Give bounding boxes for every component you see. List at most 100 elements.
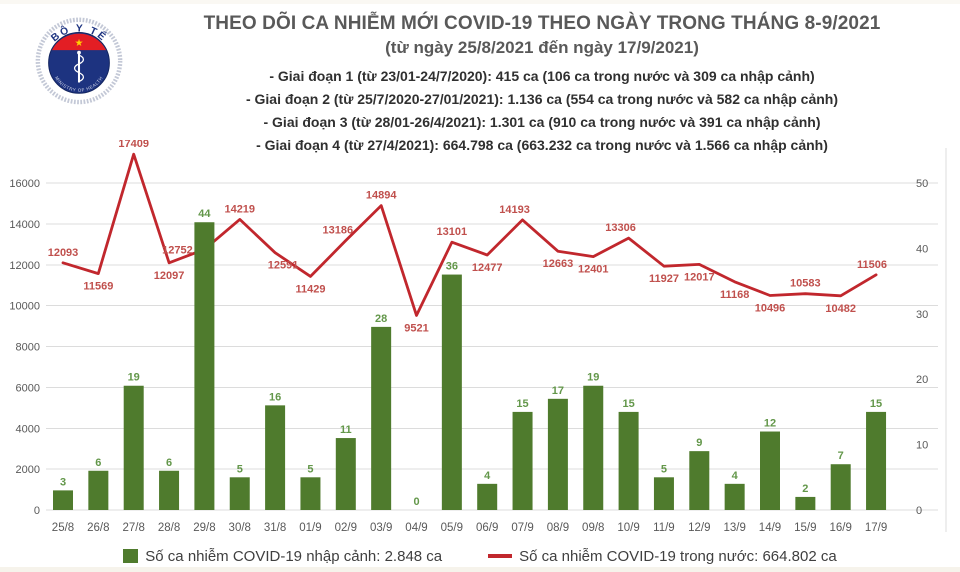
bar-label: 15: [870, 398, 882, 410]
bottom-edge-strip: [0, 567, 960, 572]
bar-label: 5: [307, 463, 313, 475]
x-tick-label: 02/9: [335, 522, 357, 534]
bar: [53, 490, 73, 510]
line-point-label: 10583: [790, 278, 821, 290]
bar: [583, 385, 604, 510]
line-point-label: 11506: [857, 259, 887, 271]
line-point-label: 12093: [48, 247, 79, 259]
line-point-label: 14894: [366, 190, 397, 202]
phase-2-summary: - Giai đoạn 2 (từ 25/7/2020-27/01/2021):…: [245, 91, 839, 107]
line-point-label: 14219: [224, 203, 255, 215]
line-point-label: 13186: [323, 225, 354, 237]
x-tick-label: 13/9: [723, 522, 745, 534]
bar: [265, 405, 286, 510]
line-point-label: 13101: [437, 226, 468, 238]
bar: [123, 385, 144, 510]
bar: [194, 222, 215, 510]
y-right-tick-label: 40: [916, 243, 928, 255]
line-point-label: 12017: [684, 271, 715, 283]
line-point-label: 10496: [755, 302, 786, 314]
y-right-tick-label: 30: [916, 309, 928, 321]
logo-star-icon: ★: [75, 38, 84, 49]
legend-item-imported: Số ca nhiễm COVID-19 nhập cảnh: 2.848 ca: [123, 548, 442, 565]
page-title: THEO DÕI CA NHIỄM MỚI COVID-19 THEO NGÀY…: [203, 13, 881, 34]
x-tick-label: 30/8: [229, 522, 251, 534]
bar: [88, 470, 109, 510]
header: THEO DÕI CA NHIỄM MỚI COVID-19 THEO NGÀY…: [132, 13, 952, 157]
bar-label: 12: [764, 418, 776, 430]
y-left-tick-label: 2000: [16, 464, 40, 476]
bar: [547, 398, 568, 510]
line-series-swatch: [488, 554, 513, 558]
bar-series-swatch: [123, 549, 139, 563]
x-tick-label: 11/9: [653, 522, 675, 534]
x-tick-label: 01/9: [299, 522, 321, 534]
y-right-tick-label: 20: [916, 374, 928, 386]
ministry-of-health-logo: BỘ Y TẾ ★ MINISTRY OF HEALTH: [35, 17, 123, 105]
bar: [159, 470, 180, 510]
logo-asclepius-icon: [73, 50, 85, 83]
bar-label: 16: [269, 391, 281, 403]
line-point-label: 12752: [162, 244, 193, 256]
line-point-label: 12097: [154, 270, 185, 282]
phase-1-summary: - Giai đoạn 1 (từ 23/01-24/7/2020): 415 …: [269, 68, 815, 84]
bar: [371, 326, 392, 510]
chart-legend: Số ca nhiễm COVID-19 nhập cảnh: 2.848 ca…: [0, 544, 960, 568]
bar-label: 7: [838, 450, 844, 462]
line-point-label: 11168: [720, 289, 749, 301]
bar-label: 15: [622, 398, 634, 410]
y-left-tick-label: 14000: [9, 219, 40, 231]
x-tick-label: 06/9: [476, 522, 498, 534]
bar-label: 9: [696, 437, 702, 449]
bar: [760, 431, 780, 510]
y-right-tick-label: 0: [916, 505, 922, 517]
bar: [229, 477, 250, 510]
x-tick-label: 04/9: [405, 522, 427, 534]
phase-summary-list: - Giai đoạn 1 (từ 23/01-24/7/2020): 415 …: [132, 65, 952, 157]
page-subtitle: (từ ngày 25/8/2021 đến ngày 17/9/2021): [385, 38, 699, 57]
x-tick-label: 17/9: [865, 522, 887, 534]
bar: [477, 483, 498, 510]
x-tick-label: 29/8: [193, 522, 215, 534]
bar-label: 6: [166, 457, 172, 469]
line-point-label: 12591: [268, 260, 299, 272]
bar: [795, 496, 816, 510]
y-right-tick-label: 10: [916, 440, 928, 452]
legend-imported-label: Số ca nhiễm COVID-19 nhập cảnh: 2.848 ca: [145, 547, 443, 565]
legend-item-domestic: Số ca nhiễm COVID-19 trong nước: 664.802…: [488, 548, 837, 565]
x-tick-label: 25/8: [52, 522, 74, 534]
x-tick-label: 14/9: [759, 522, 781, 534]
y-left-tick-label: 16000: [9, 178, 40, 190]
bar-label: 11: [340, 424, 352, 436]
bar: [866, 411, 887, 510]
x-tick-label: 09/8: [582, 522, 604, 534]
bar-label: 15: [516, 398, 528, 410]
bar-label: 5: [237, 463, 243, 475]
top-edge-strip: [0, 0, 960, 4]
bar-label: 5: [661, 463, 667, 475]
x-tick-label: 28/8: [158, 522, 180, 534]
y-left-tick-label: 8000: [16, 342, 40, 354]
line-point-label: 11927: [649, 273, 679, 285]
bar-label: 6: [95, 457, 101, 469]
y-right-tick-label: 50: [916, 178, 928, 190]
phase-4-summary: - Giai đoạn 4 (từ 27/4/2021): 664.798 ca…: [256, 137, 828, 153]
bar-label: 17: [552, 385, 564, 397]
bar-label: 0: [413, 496, 419, 508]
line-point-label: 12663: [543, 258, 574, 270]
bar-label: 3: [60, 476, 66, 488]
x-tick-label: 16/9: [830, 522, 852, 534]
bar: [618, 411, 639, 510]
bar-label: 19: [587, 372, 599, 384]
bar-label: 2: [802, 483, 808, 495]
bar-label: 28: [375, 313, 387, 325]
x-tick-label: 27/8: [123, 522, 145, 534]
bar: [335, 438, 356, 510]
x-tick-label: 12/9: [688, 522, 710, 534]
line-point-label: 9521: [404, 322, 428, 334]
line-point-label: 17409: [118, 140, 149, 150]
line-point-label: 14193: [499, 204, 530, 216]
bar: [441, 274, 462, 510]
x-tick-label: 31/8: [264, 522, 286, 534]
bar: [689, 451, 710, 510]
